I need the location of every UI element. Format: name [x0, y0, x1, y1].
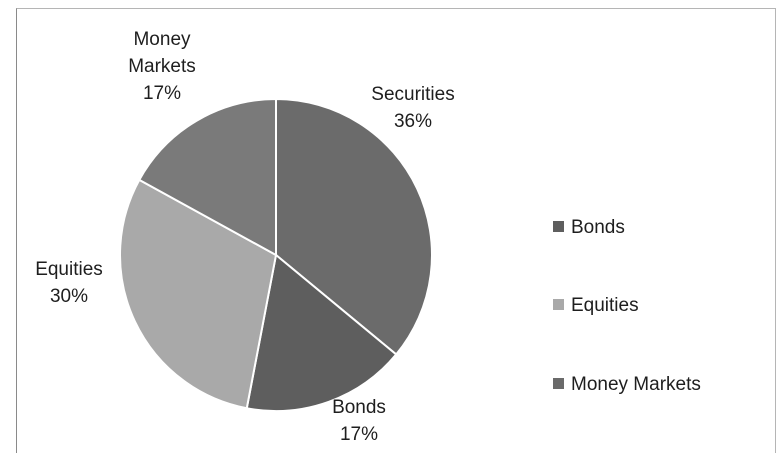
- data-label-bonds-percent: 17%: [340, 424, 378, 445]
- pie-slice-securities: [275, 97, 433, 356]
- data-label-equities-percent: 30%: [50, 286, 88, 307]
- legend-swatch-bonds: [553, 221, 564, 232]
- data-label-equities-name: Equities: [35, 259, 103, 280]
- pie-slice-money-markets: [137, 97, 277, 257]
- data-label-money-markets-name-line1: Money: [133, 29, 191, 50]
- legend-label-equities: Equities: [571, 295, 639, 316]
- legend: Bonds Equities Money Markets: [553, 217, 701, 395]
- data-label-securities-percent: 36%: [394, 111, 432, 132]
- data-label-securities-name: Securities: [371, 84, 454, 105]
- legend-label-money-markets: Money Markets: [571, 374, 701, 395]
- data-label-bonds-name: Bonds: [332, 397, 386, 418]
- pie-slice-equities: [119, 178, 278, 410]
- pie-slice-bonds: [245, 253, 398, 413]
- legend-swatch-money-markets: [553, 378, 564, 389]
- pie-slices: [119, 97, 433, 413]
- data-label-money-markets-name-line2: Markets: [128, 56, 196, 77]
- legend-label-bonds: Bonds: [571, 217, 625, 238]
- legend-swatch-equities: [553, 299, 564, 310]
- data-label-money-markets-percent: 17%: [143, 83, 181, 104]
